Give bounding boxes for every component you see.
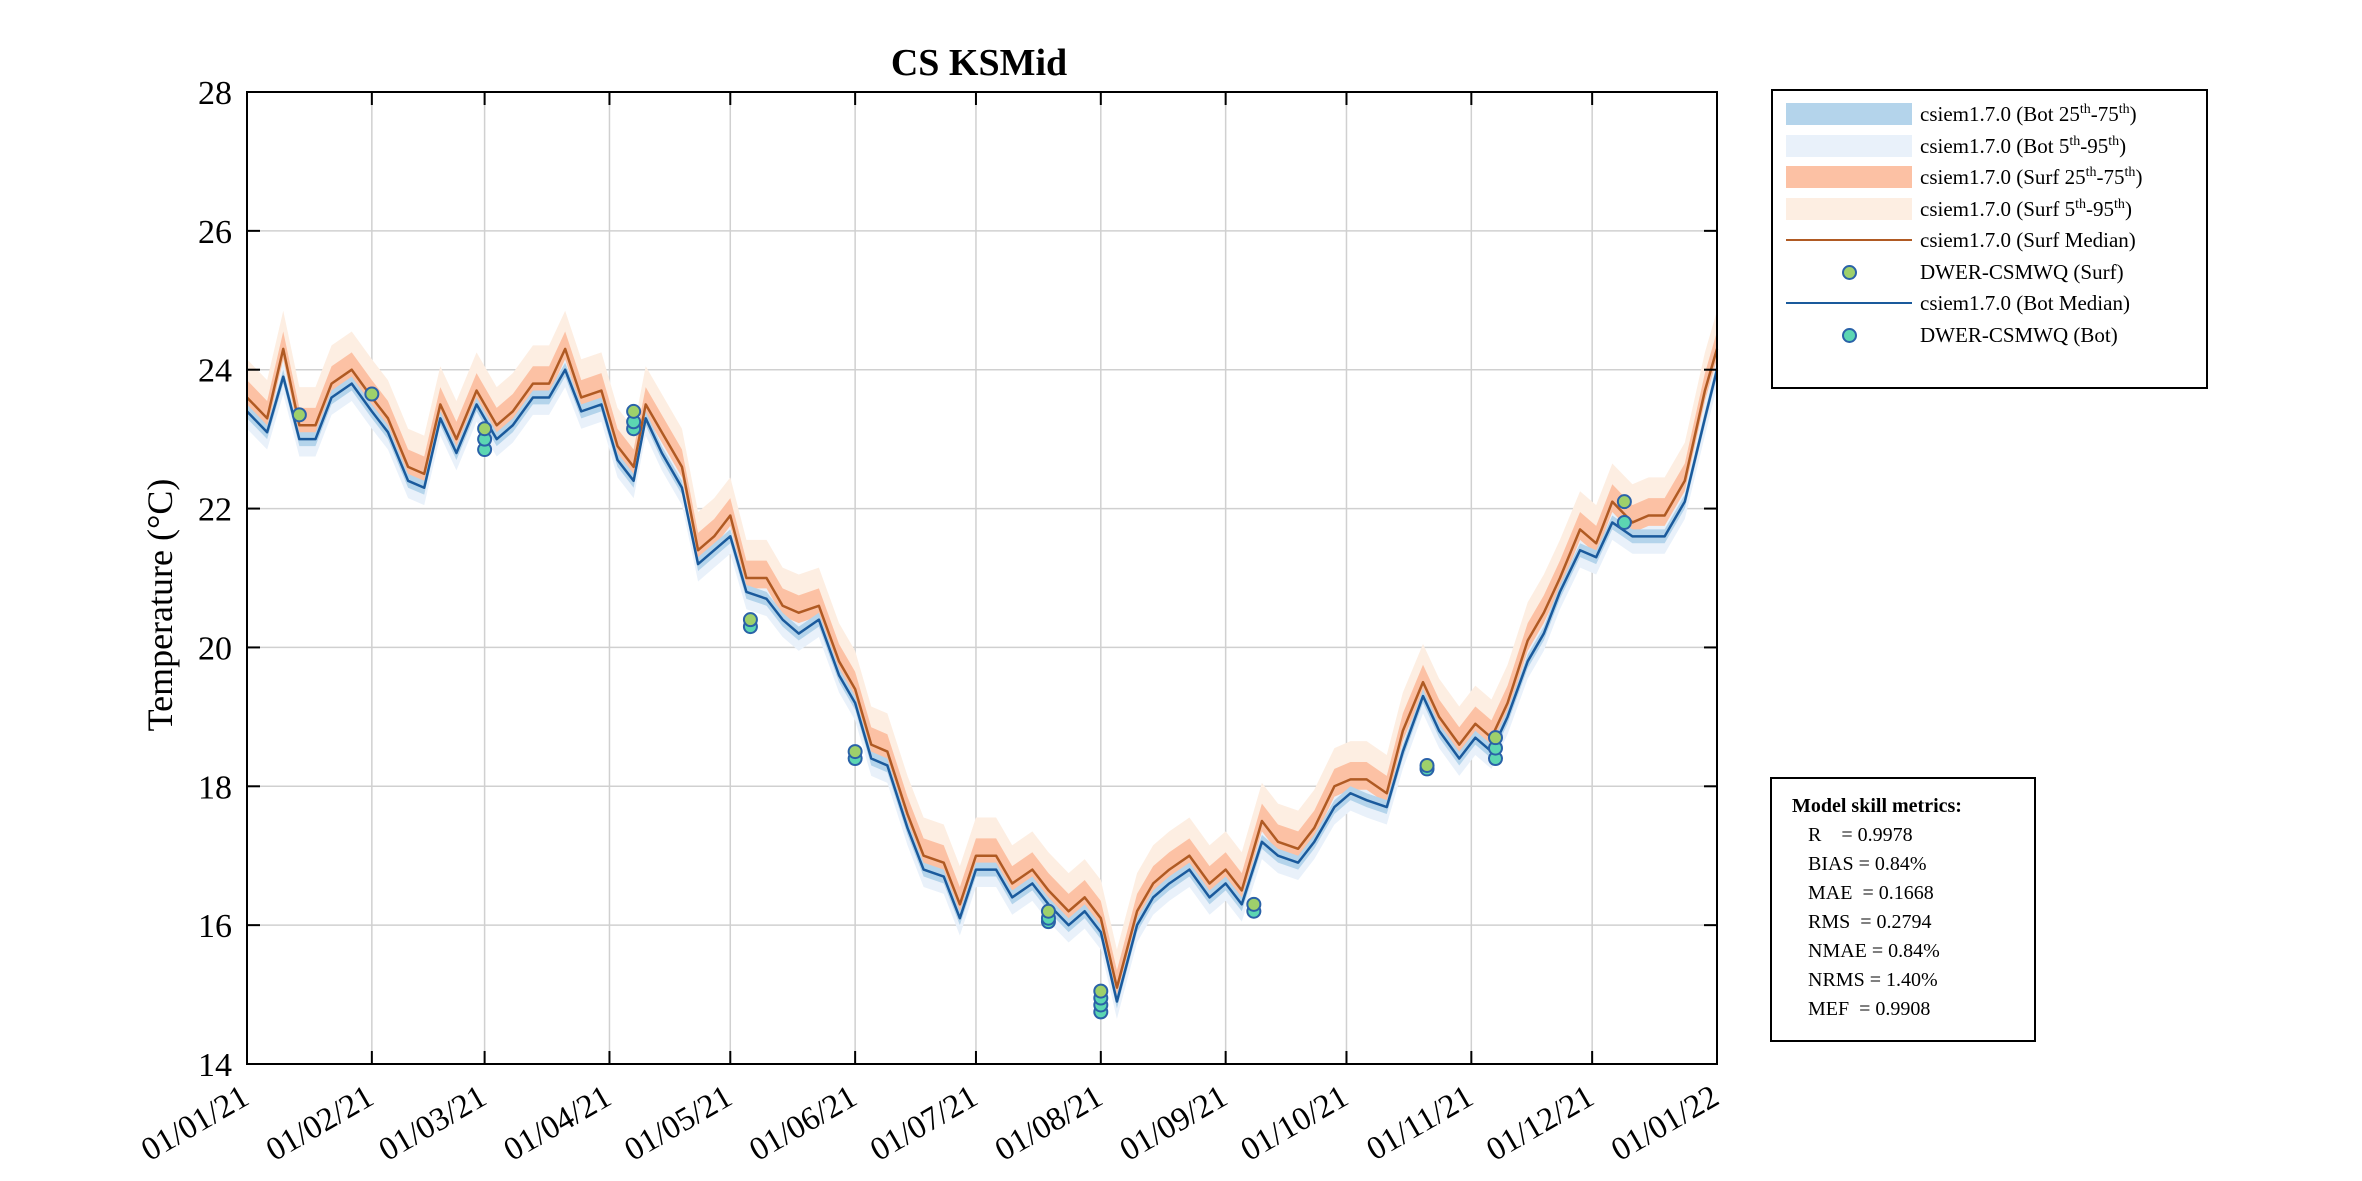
obs-surf-point [626, 403, 642, 419]
y-tick-label: 26 [198, 214, 232, 251]
chart-title: CS KSMid [891, 42, 1067, 84]
bot-median-line [246, 368, 1719, 1003]
x-tick-label: 01/01/21 [135, 1079, 255, 1169]
legend-item: csiem1.7.0 (Surf 25th-75th) [1773, 162, 2206, 192]
y-tick-label: 22 [198, 492, 232, 529]
legend-marker-swatch [1786, 264, 1912, 280]
obs-surf-point [364, 386, 380, 402]
obs-surf-point [1487, 730, 1503, 746]
bot-25-75-band [247, 362, 1717, 1009]
x-tick-label: 01/06/21 [744, 1079, 864, 1169]
marker-icon [1842, 264, 1857, 280]
y-tick-label: 28 [198, 75, 232, 112]
y-tick-label: 20 [198, 630, 232, 667]
marker-icon [1842, 327, 1857, 343]
legend-item: DWER-CSMWQ (Bot) [1773, 320, 2206, 350]
metric-mae: MAE = 0.1668 [1808, 882, 1934, 904]
legend-label: csiem1.7.0 (Bot 5th-95th) [1920, 133, 2127, 158]
legend-line-swatch [1786, 239, 1912, 241]
metric-nrms: NRMS = 1.40% [1808, 969, 1938, 991]
metric-r: R = 0.9978 [1808, 824, 1913, 846]
x-tick-label: 01/10/21 [1235, 1079, 1355, 1169]
legend-patch-swatch [1786, 103, 1912, 125]
obs-surf-point [1616, 494, 1632, 510]
y-tick-label: 16 [198, 908, 232, 945]
obs-surf-point [477, 421, 493, 437]
legend-label: csiem1.7.0 (Bot 25th-75th) [1920, 102, 2137, 126]
legend-item: csiem1.7.0 (Surf Median) [1773, 225, 2206, 255]
x-tick-label: 01/04/21 [498, 1079, 618, 1169]
legend-marker-swatch [1786, 327, 1912, 343]
x-tick-label: 01/12/21 [1481, 1079, 1601, 1169]
y-tick-label: 24 [198, 353, 232, 390]
x-tick-label: 01/01/22 [1605, 1079, 1725, 1169]
obs-bot-point [1616, 514, 1632, 530]
legend-label: csiem1.7.0 (Surf 25th-75th) [1920, 165, 2143, 189]
legend-item: csiem1.7.0 (Surf 5th-95th) [1773, 194, 2206, 224]
legend-item: DWER-CSMWQ (Surf) [1773, 257, 2206, 287]
legend-label: csiem1.7.0 (Surf Median) [1920, 228, 2136, 252]
y-axis-label: Temperature (°C) [140, 479, 180, 732]
x-tick-label: 01/08/21 [989, 1079, 1109, 1169]
legend-label: csiem1.7.0 (Surf 5th-95th) [1920, 196, 2132, 221]
x-tick-label: 01/03/21 [373, 1079, 493, 1169]
legend-label: DWER-CSMWQ (Bot) [1920, 322, 2118, 347]
metrics-title: Model skill metrics: [1792, 795, 1962, 817]
legend-line-swatch [1786, 302, 1912, 304]
x-tick-label: 01/02/21 [260, 1079, 380, 1169]
surf-median-line [246, 347, 1719, 989]
metric-mef: MEF = 0.9908 [1808, 998, 1931, 1020]
legend-patch-swatch [1786, 134, 1912, 157]
x-tick-label: 01/09/21 [1114, 1079, 1234, 1169]
legend-item: csiem1.7.0 (Bot 5th-95th) [1773, 131, 2206, 161]
observation-points [291, 386, 1632, 1020]
x-tick-label: 01/05/21 [619, 1079, 739, 1169]
obs-surf-point [291, 407, 307, 423]
obs-surf-point [1040, 903, 1056, 919]
legend: csiem1.7.0 (Bot 25th-75th) csiem1.7.0 (Bo… [1771, 89, 2208, 389]
y-tick-label: 18 [198, 769, 232, 806]
plot-frame [246, 91, 1718, 1065]
percentile-bands [247, 310, 1717, 1019]
grid-lines [247, 92, 1717, 1064]
x-tick-label: 01/07/21 [864, 1079, 984, 1169]
x-tick-label: 01/11/21 [1361, 1079, 1480, 1168]
axis-ticks: 14 16 18 20 22 24 26 28 01/01/21 01/02/2101/03/21… [135, 75, 1725, 1169]
legend-label: DWER-CSMWQ (Surf) [1920, 259, 2124, 284]
legend-item: csiem1.7.0 (Bot Median) [1773, 288, 2206, 318]
legend-item: csiem1.7.0 (Bot 25th-75th) [1773, 99, 2206, 129]
model-skill-metrics: Model skill metrics: R = 0.9978 BIAS = 0… [1770, 777, 2036, 1042]
legend-patch-swatch [1786, 166, 1912, 188]
metric-bias: BIAS = 0.84% [1808, 853, 1927, 875]
median-lines [246, 347, 1719, 1003]
y-tick-label: 14 [198, 1047, 232, 1084]
obs-surf-point [847, 744, 863, 760]
obs-surf-point [1093, 983, 1109, 999]
legend-label: csiem1.7.0 (Bot Median) [1920, 291, 2130, 315]
obs-surf-point [1246, 896, 1262, 912]
obs-surf-point [1419, 757, 1435, 773]
metric-rms: RMS = 0.2794 [1808, 911, 1932, 933]
obs-surf-point [742, 612, 758, 628]
legend-patch-swatch [1786, 197, 1912, 220]
metric-nmae: NMAE = 0.84% [1808, 940, 1940, 962]
bot-5-95-band [247, 352, 1717, 1019]
